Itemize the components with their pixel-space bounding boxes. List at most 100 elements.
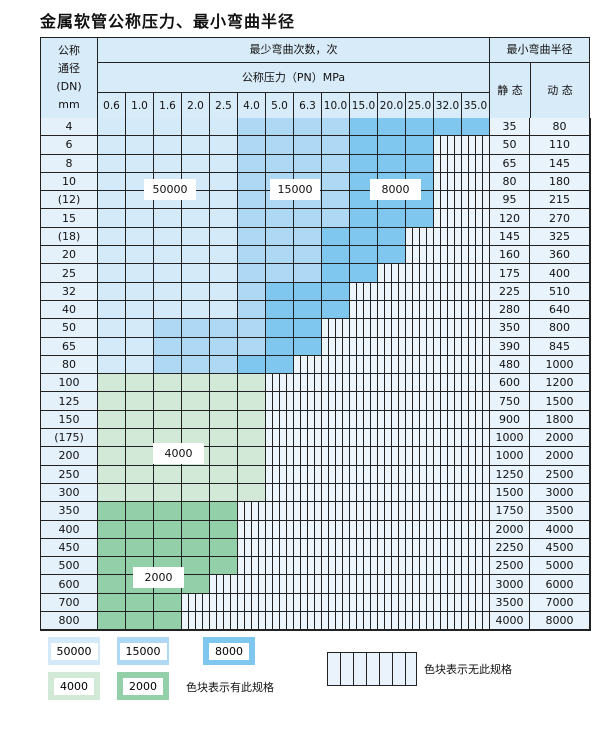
- dn-cell: 15: [41, 209, 98, 228]
- spec-cell: [98, 337, 126, 356]
- spec-cell: [98, 118, 126, 137]
- spec-cell: [238, 172, 266, 192]
- spec-cell: [210, 465, 238, 484]
- no-spec-cell: [378, 300, 406, 320]
- dynamic-radius-cell: 1500: [530, 392, 590, 411]
- no-spec-cell: [266, 520, 294, 539]
- pressure-header: 公称压力（PN）MPa: [97, 62, 490, 93]
- spec-cell: [210, 392, 238, 411]
- pressure-column-header: 35.0: [461, 92, 490, 119]
- spec-cell: [126, 319, 154, 338]
- spec-cell: [210, 172, 238, 192]
- spec-cell: [322, 209, 350, 228]
- spec-cell: [378, 136, 406, 155]
- no-spec-cell: [322, 557, 350, 576]
- no-spec-cell: [434, 593, 462, 613]
- static-radius-cell: 175: [490, 264, 530, 283]
- legend-label: 2000: [123, 677, 163, 695]
- spec-cell: [210, 319, 238, 338]
- spec-cell: [238, 282, 266, 301]
- spec-cell: [154, 264, 182, 283]
- radius-header: 最小弯曲半径: [489, 37, 590, 63]
- no-spec-cell: [462, 538, 490, 558]
- legend-hatch-swatch: [327, 652, 417, 686]
- no-spec-cell: [266, 593, 294, 613]
- no-spec-cell: [434, 154, 462, 173]
- spec-cell: [294, 154, 322, 173]
- no-spec-cell: [434, 392, 462, 411]
- spec-cell: [210, 227, 238, 247]
- no-spec-cell: [406, 593, 434, 613]
- spec-cell: [322, 118, 350, 137]
- static-radius-cell: 4000: [490, 612, 530, 631]
- spec-cell: [98, 209, 126, 228]
- spec-cell: [182, 118, 210, 137]
- dynamic-header: 动 态: [530, 62, 590, 119]
- bend-count-header: 最少弯曲次数，次: [97, 37, 490, 63]
- spec-cell: [210, 483, 238, 503]
- no-spec-cell: [462, 410, 490, 430]
- spec-cell: [266, 227, 294, 247]
- no-spec-cell: [462, 483, 490, 503]
- dn-header-line: mm: [58, 98, 80, 111]
- spec-cell: [210, 136, 238, 155]
- static-radius-cell: 1000: [490, 429, 530, 448]
- no-spec-cell: [322, 538, 350, 558]
- spec-cell: [126, 154, 154, 173]
- spec-cell: [434, 118, 462, 137]
- dn-cell: 65: [41, 337, 98, 356]
- spec-cell: [98, 191, 126, 210]
- no-spec-cell: [238, 502, 266, 521]
- spec-cell: [182, 465, 210, 484]
- no-spec-cell: [434, 538, 462, 558]
- spec-cell: [154, 593, 182, 613]
- no-spec-cell: [434, 374, 462, 393]
- spec-cell: [322, 191, 350, 210]
- dynamic-radius-cell: 215: [530, 191, 590, 210]
- no-spec-cell: [406, 410, 434, 430]
- no-spec-cell: [266, 465, 294, 484]
- no-spec-cell: [406, 300, 434, 320]
- no-spec-cell: [434, 172, 462, 192]
- spec-cell: [210, 355, 238, 375]
- spec-cell: [126, 355, 154, 375]
- no-spec-cell: [378, 410, 406, 430]
- spec-cell: [98, 355, 126, 375]
- static-radius-cell: 35: [490, 118, 530, 137]
- spec-cell: [182, 374, 210, 393]
- spec-cell: [238, 337, 266, 356]
- dn-cell: 300: [41, 483, 98, 503]
- no-spec-cell: [378, 593, 406, 613]
- no-spec-cell: [294, 429, 322, 448]
- no-spec-cell: [462, 593, 490, 613]
- spec-cell: [210, 447, 238, 466]
- region-label-8000: 8000: [370, 179, 421, 200]
- spec-cell: [126, 520, 154, 539]
- spec-cell: [322, 300, 350, 320]
- no-spec-cell: [294, 392, 322, 411]
- pressure-column-header: 1.0: [125, 92, 154, 119]
- no-spec-cell: [406, 264, 434, 283]
- no-spec-cell: [294, 483, 322, 503]
- no-spec-cell: [462, 612, 490, 631]
- static-radius-cell: 65: [490, 154, 530, 173]
- pressure-column-header: 2.0: [181, 92, 210, 119]
- spec-cell: [378, 118, 406, 137]
- no-spec-cell: [182, 593, 210, 613]
- no-spec-cell: [406, 520, 434, 539]
- static-radius-cell: 95: [490, 191, 530, 210]
- spec-cell: [154, 154, 182, 173]
- region-label-2000: 2000: [133, 567, 184, 588]
- no-spec-cell: [378, 429, 406, 448]
- no-spec-cell: [434, 465, 462, 484]
- spec-cell: [266, 300, 294, 320]
- spec-cell: [294, 246, 322, 265]
- spec-cell: [210, 118, 238, 137]
- dynamic-radius-cell: 1800: [530, 410, 590, 430]
- spec-cell: [182, 319, 210, 338]
- spec-cell: [406, 136, 434, 155]
- no-spec-cell: [378, 355, 406, 375]
- spec-cell: [266, 264, 294, 283]
- no-spec-cell: [378, 282, 406, 301]
- no-spec-cell: [406, 557, 434, 576]
